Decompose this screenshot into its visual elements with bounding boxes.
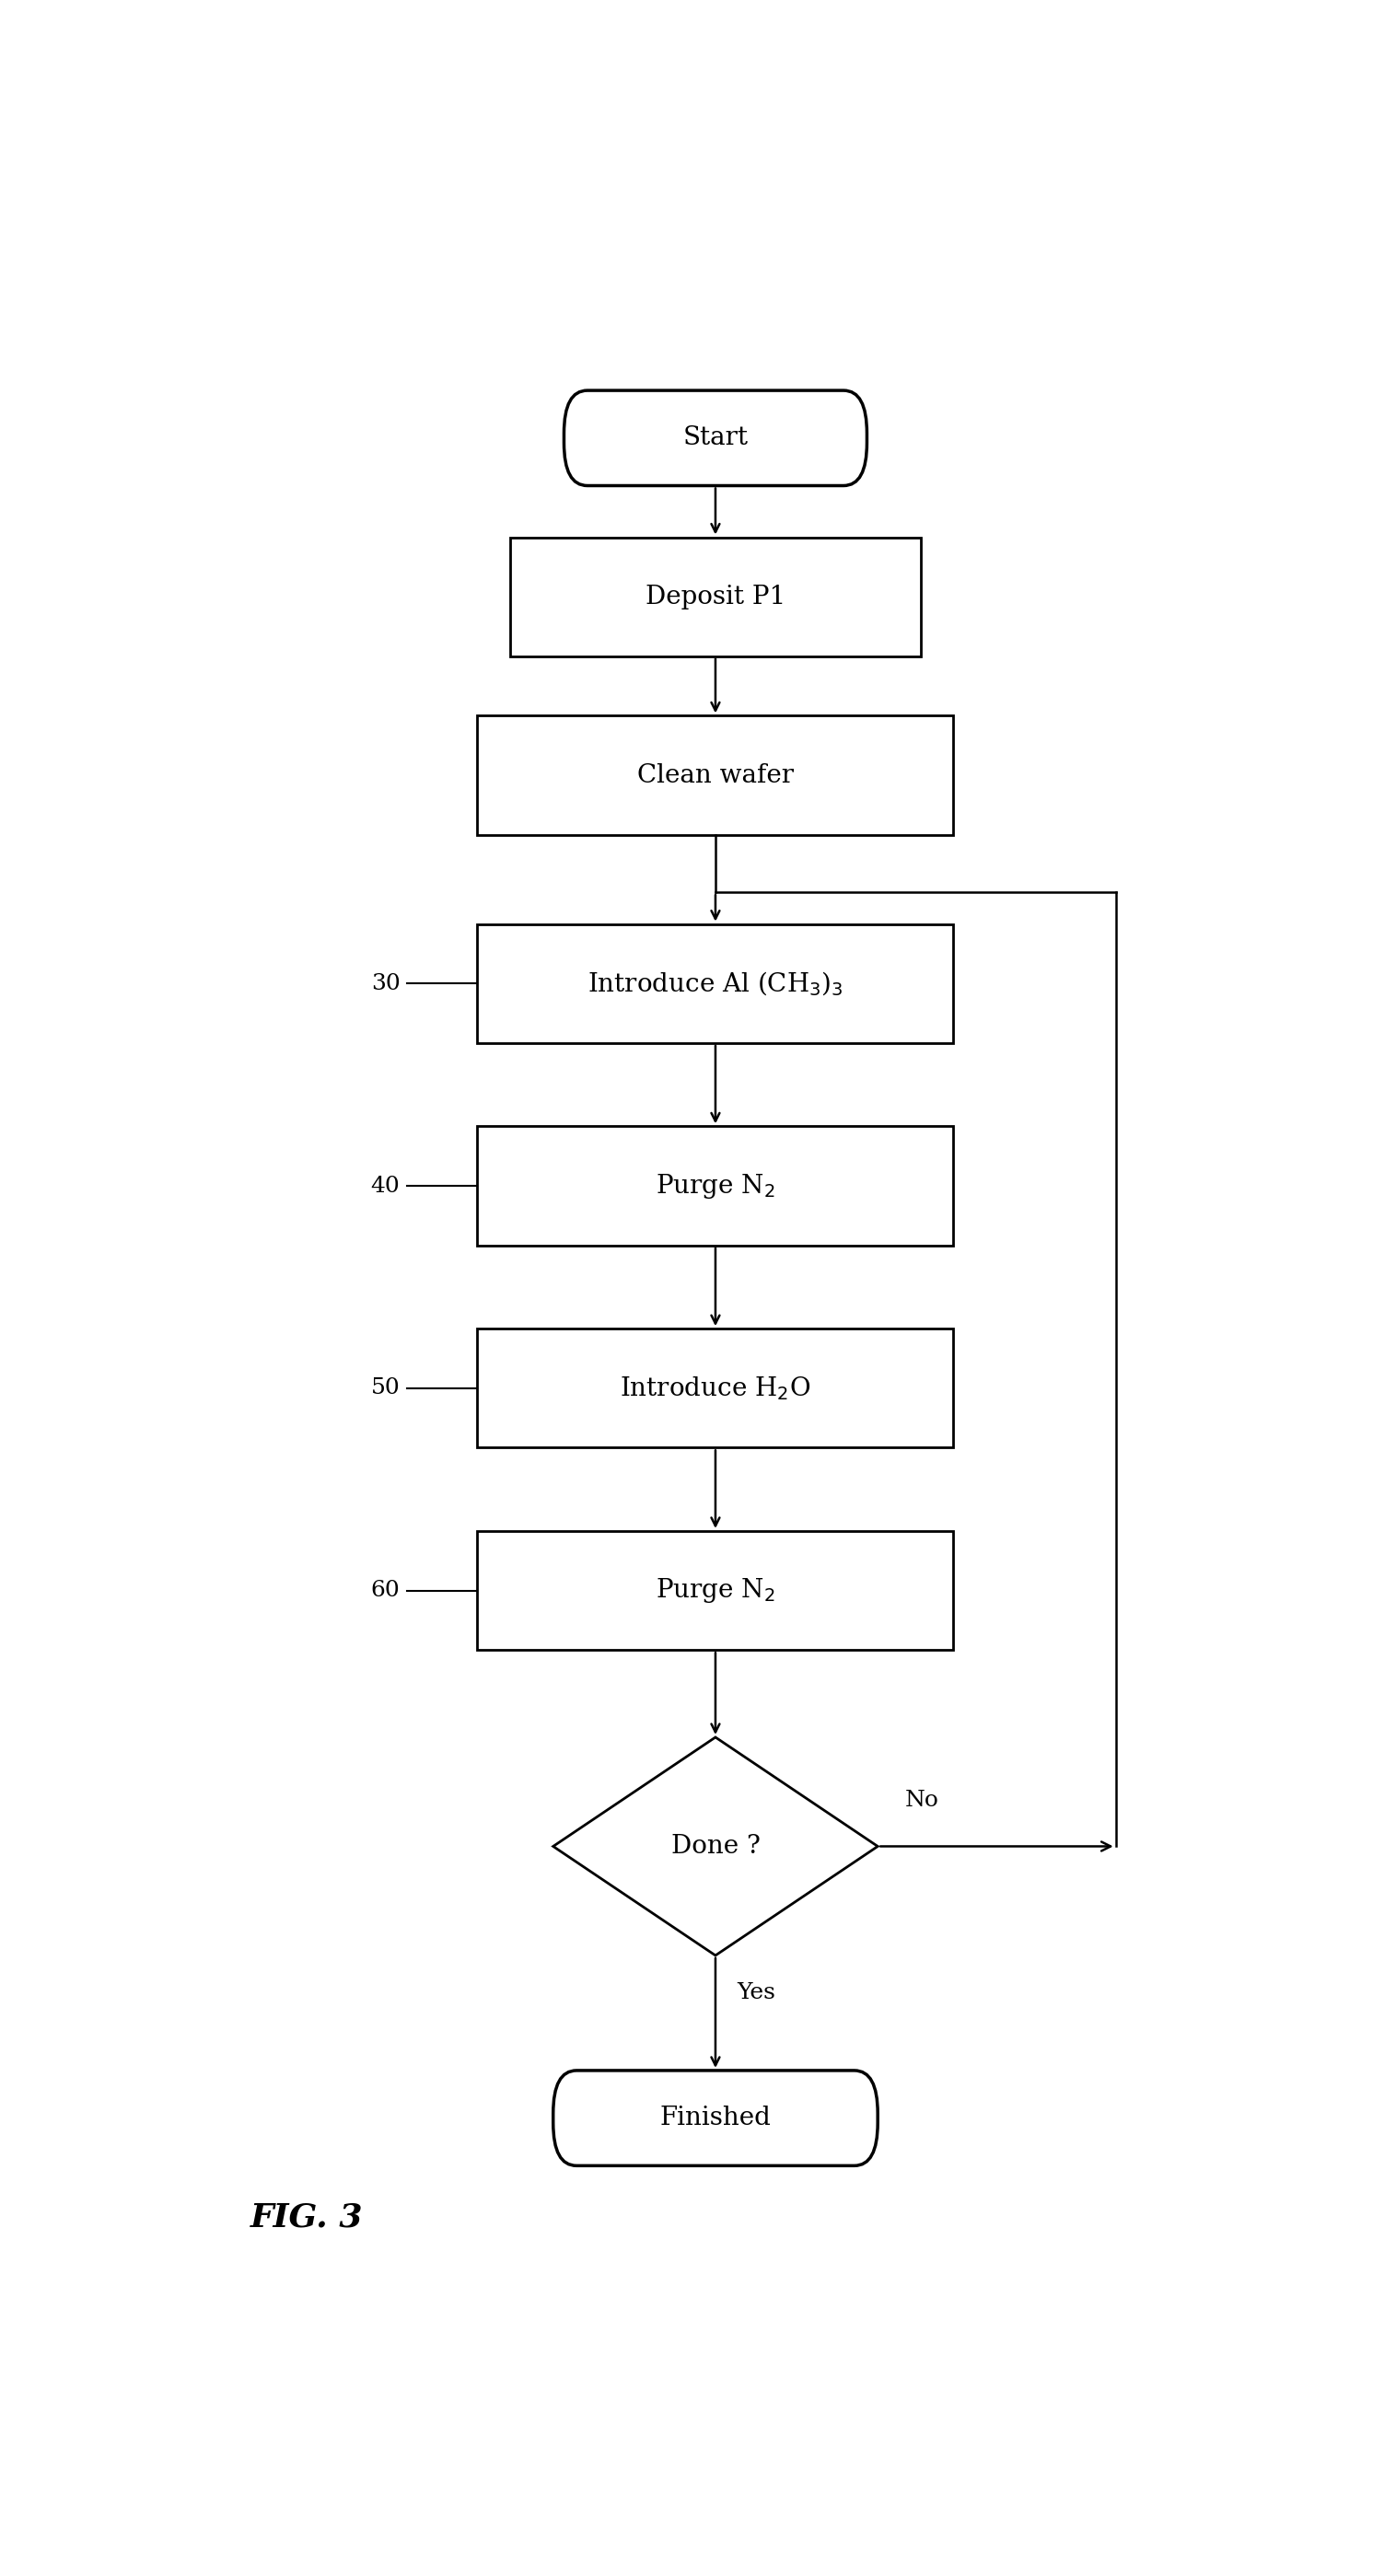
- Text: 60: 60: [371, 1579, 401, 1602]
- Text: 40: 40: [371, 1175, 401, 1195]
- Bar: [510, 538, 921, 657]
- Bar: [477, 1329, 953, 1448]
- Bar: [477, 925, 953, 1043]
- Text: Purge N$_2$: Purge N$_2$: [656, 1172, 775, 1200]
- Text: Introduce H$_2$O: Introduce H$_2$O: [620, 1376, 811, 1401]
- Text: FIG. 3: FIG. 3: [250, 2202, 363, 2233]
- Text: No: No: [905, 1790, 938, 1811]
- Text: Purge N$_2$: Purge N$_2$: [656, 1577, 775, 1605]
- Text: Deposit P1: Deposit P1: [645, 585, 786, 608]
- Text: Finished: Finished: [660, 2105, 771, 2130]
- Bar: [477, 716, 953, 835]
- Text: 30: 30: [371, 974, 401, 994]
- Text: Introduce Al (CH$_3$)$_3$: Introduce Al (CH$_3$)$_3$: [588, 969, 843, 997]
- Text: 50: 50: [371, 1378, 401, 1399]
- Bar: [477, 1530, 953, 1651]
- Text: Done ?: Done ?: [671, 1834, 759, 1860]
- Text: Yes: Yes: [737, 1984, 776, 2004]
- Text: Clean wafer: Clean wafer: [637, 762, 794, 788]
- Text: Start: Start: [683, 425, 748, 451]
- Bar: [477, 1126, 953, 1244]
